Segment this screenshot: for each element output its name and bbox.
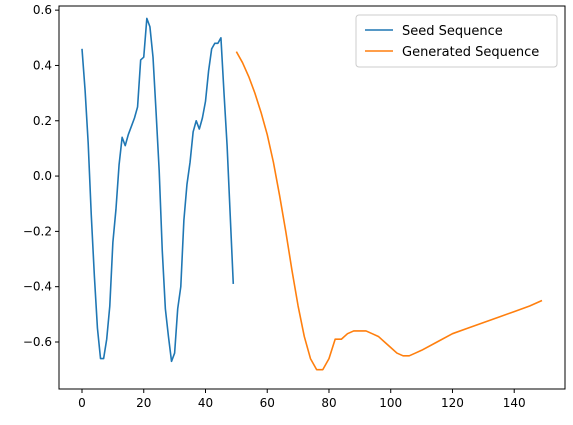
y-tick-label: 0.0 — [33, 169, 52, 183]
x-axis: 0 20 40 60 80 100 120 140 — [78, 389, 526, 410]
legend: Seed Sequence Generated Sequence — [355, 14, 558, 68]
axes-frame — [58, 5, 566, 390]
y-tick-label: −0.2 — [23, 224, 52, 238]
y-tick-label: 0.6 — [33, 3, 52, 17]
y-axis: −0.6 −0.4 −0.2 0.0 0.2 0.4 0.6 — [23, 3, 59, 349]
y-tick-label: 0.4 — [33, 58, 52, 72]
series-line-generated — [235, 51, 543, 371]
x-tick-label: 20 — [136, 396, 151, 410]
plot-lines — [81, 17, 543, 371]
x-tick-label: 140 — [503, 396, 526, 410]
legend-label-seed: Seed Sequence — [402, 24, 503, 39]
x-tick-label: 0 — [78, 396, 86, 410]
legend-box — [355, 14, 558, 68]
legend-label-generated: Generated Sequence — [402, 45, 539, 60]
x-tick-label: 120 — [441, 396, 464, 410]
series-line-seed — [81, 17, 235, 363]
x-tick-label: 40 — [198, 396, 213, 410]
x-tick-label: 60 — [260, 396, 275, 410]
y-tick-label: −0.6 — [23, 335, 52, 349]
y-tick-label: −0.4 — [23, 280, 52, 294]
x-tick-label: 100 — [379, 396, 402, 410]
y-tick-label: 0.2 — [33, 114, 52, 128]
x-tick-label: 80 — [321, 396, 336, 410]
